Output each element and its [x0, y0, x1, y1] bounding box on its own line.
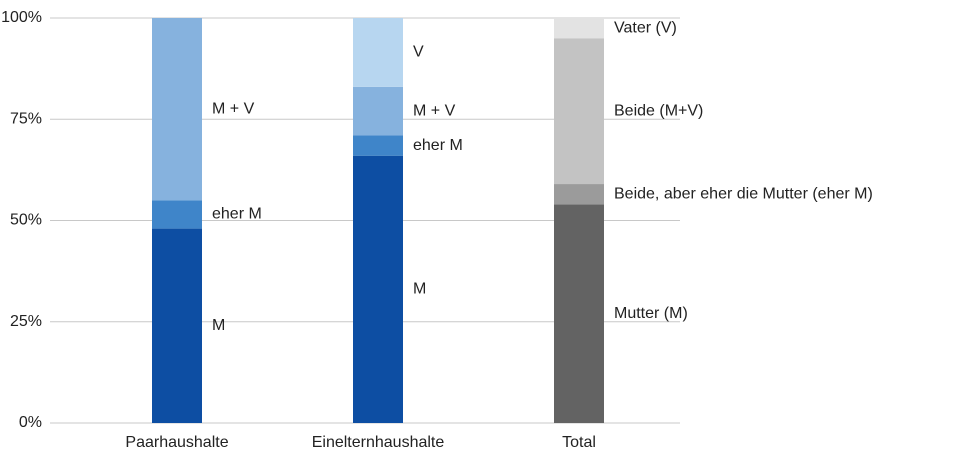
bar-segment [152, 18, 202, 201]
bar-segment [353, 135, 403, 156]
x-tick-label: Paarhaushalte [125, 434, 228, 451]
segment-label: eher M [413, 137, 463, 154]
segment-label: Beide, aber eher die Mutter (eher M) [614, 185, 873, 202]
segment-label: eher M [212, 206, 262, 223]
segment-label: Beide (M+V) [614, 102, 703, 119]
bar-segment [152, 200, 202, 229]
segment-label: Vater (V) [614, 19, 677, 36]
bar-segment [353, 18, 403, 87]
x-tick-label: Total [562, 434, 596, 451]
y-tick-label: 100% [1, 9, 42, 26]
segment-label: M + V [212, 100, 255, 117]
segment-label: V [413, 44, 424, 61]
segment-label: M [212, 317, 225, 334]
segment-label: Mutter (M) [614, 305, 688, 322]
bar-segment [554, 18, 604, 39]
x-tick-label: Einelternhaushalte [312, 434, 445, 451]
bar-segment [353, 155, 403, 423]
bar-segment [554, 184, 604, 205]
bar-segment [152, 228, 202, 423]
bar-segment [353, 86, 403, 136]
segment-label: M [413, 281, 426, 298]
bar-segment [554, 38, 604, 185]
segment-label: M + V [413, 102, 456, 119]
bar-segment [554, 204, 604, 423]
y-tick-label: 0% [19, 414, 42, 431]
y-tick-label: 75% [10, 110, 42, 127]
y-tick-label: 25% [10, 313, 42, 330]
y-tick-label: 50% [10, 212, 42, 229]
